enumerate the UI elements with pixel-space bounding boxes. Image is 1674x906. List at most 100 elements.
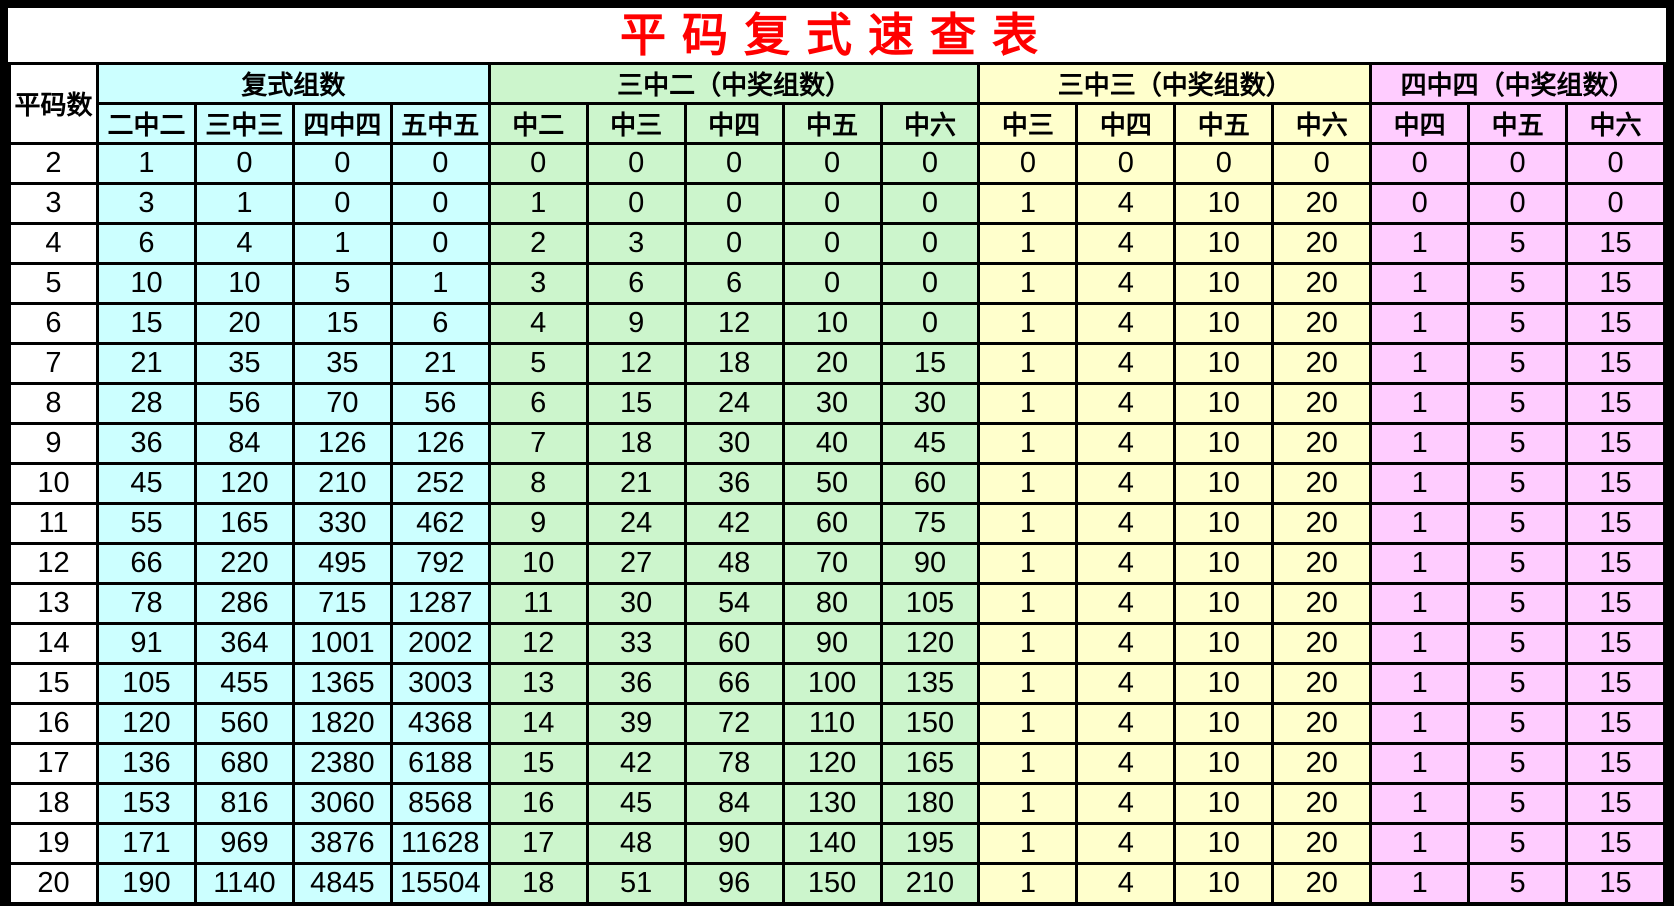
value-cell: 195 [879,822,981,865]
value-cell: 180 [879,782,981,825]
table-row: 20 190 1140 4845 15504 18 51 96 150 210 1 4 10 20 1 5 15 [8,862,1666,905]
value-cell: 0 [389,182,491,225]
value-cell: 21 [389,342,491,385]
value-cell: 5 [1467,502,1569,545]
value-cell: 78 [96,582,197,625]
value-cell: 14 [487,702,589,745]
value-cell: 171 [96,822,197,865]
value-cell: 10 [1173,862,1275,905]
sub-header-row: 二中二 三中三 四中四 五中五 中二 中三 中四 中五 中六 中三 中四 中五 … [10,102,1666,145]
value-cell: 10 [1173,422,1275,465]
value-cell: 20 [1271,182,1373,225]
row-count-cell: 13 [8,582,99,625]
value-cell: 0 [1271,142,1373,185]
value-cell: 0 [1369,142,1471,185]
sub-header: 中二 [487,102,589,145]
table-sheet: 平码复式速查表 平码数 复式组数 三中二（中奖组数） 三中三（中奖组数） 四中四… [8,8,1666,905]
value-cell: 24 [585,502,687,545]
value-cell: 165 [193,502,295,545]
row-count-cell: 15 [8,662,99,705]
value-cell: 4 [1075,302,1177,345]
value-cell: 1 [1369,382,1471,425]
value-cell: 120 [96,702,197,745]
row-count-cell: 2 [8,142,99,185]
value-cell: 1287 [389,582,491,625]
value-cell: 20 [1271,342,1373,385]
value-cell: 20 [1271,742,1373,785]
value-cell: 1 [977,462,1079,505]
row-count-cell: 16 [8,702,99,745]
value-cell: 10 [1173,502,1275,545]
value-cell: 42 [683,502,785,545]
value-cell: 15 [585,382,687,425]
value-cell: 4 [193,222,295,265]
value-cell: 4 [1075,822,1177,865]
value-cell: 1 [1369,582,1471,625]
value-cell: 5 [1467,622,1569,665]
value-cell: 252 [389,462,491,505]
value-cell: 1 [977,542,1079,585]
value-cell: 35 [291,342,393,385]
value-cell: 2380 [291,742,393,785]
lookup-table: 平码数 复式组数 三中二（中奖组数） 三中三（中奖组数） 四中四（中奖组数） 二… [8,62,1666,905]
value-cell: 1 [1369,622,1471,665]
value-cell: 0 [781,182,883,225]
value-cell: 15 [1565,862,1666,905]
sub-header: 中四 [1075,102,1177,145]
value-cell: 1 [487,182,589,225]
value-cell: 150 [781,862,883,905]
value-cell: 30 [879,382,981,425]
value-cell: 0 [585,142,687,185]
value-cell: 66 [96,542,197,585]
value-cell: 0 [977,142,1079,185]
value-cell: 2 [487,222,589,265]
value-cell: 27 [585,542,687,585]
value-cell: 1 [193,182,295,225]
value-cell: 15 [487,742,589,785]
value-cell: 20 [1271,502,1373,545]
value-cell: 0 [1565,182,1666,225]
value-cell: 4 [1075,742,1177,785]
value-cell: 10 [1173,702,1275,745]
value-cell: 0 [781,222,883,265]
value-cell: 7 [487,422,589,465]
value-cell: 1 [977,782,1079,825]
value-cell: 1 [1369,542,1471,585]
page-title: 平码复式速查表 [8,8,1666,62]
value-cell: 1 [1369,782,1471,825]
value-cell: 8568 [389,782,491,825]
value-cell: 0 [683,222,785,265]
value-cell: 1001 [291,622,393,665]
value-cell: 1 [1369,822,1471,865]
value-cell: 1 [977,822,1079,865]
table-row: 16 120 560 1820 4368 14 39 72 110 150 1 4 10 20 1 5 15 [8,702,1666,745]
value-cell: 28 [96,382,197,425]
value-cell: 140 [781,822,883,865]
value-cell: 15 [1565,382,1666,425]
value-cell: 91 [96,622,197,665]
row-count-cell: 11 [8,502,99,545]
value-cell: 17 [487,822,589,865]
value-cell: 3003 [389,662,491,705]
group-header-fushi-zushu: 复式组数 [96,62,491,105]
value-cell: 84 [683,782,785,825]
value-cell: 70 [781,542,883,585]
value-cell: 5 [1467,262,1569,305]
value-cell: 126 [291,422,393,465]
value-cell: 130 [781,782,883,825]
value-cell: 15 [1565,702,1666,745]
value-cell: 5 [1467,462,1569,505]
value-cell: 1 [291,222,393,265]
corner-header-pingmashu: 平码数 [8,62,99,145]
value-cell: 15 [96,302,197,345]
value-cell: 70 [291,382,393,425]
value-cell: 10 [1173,382,1275,425]
sub-header: 四中四 [291,102,393,145]
group-header-san-zhong-san: 三中三（中奖组数） [977,62,1373,105]
value-cell: 0 [1467,182,1569,225]
value-cell: 20 [1271,702,1373,745]
table-row: 15 105 455 1365 3003 13 36 66 100 135 1 4 10 20 1 5 15 [8,662,1666,705]
table-row: 7 21 35 35 21 5 12 18 20 15 1 4 10 20 1 5 15 [8,342,1666,385]
value-cell: 20 [1271,782,1373,825]
